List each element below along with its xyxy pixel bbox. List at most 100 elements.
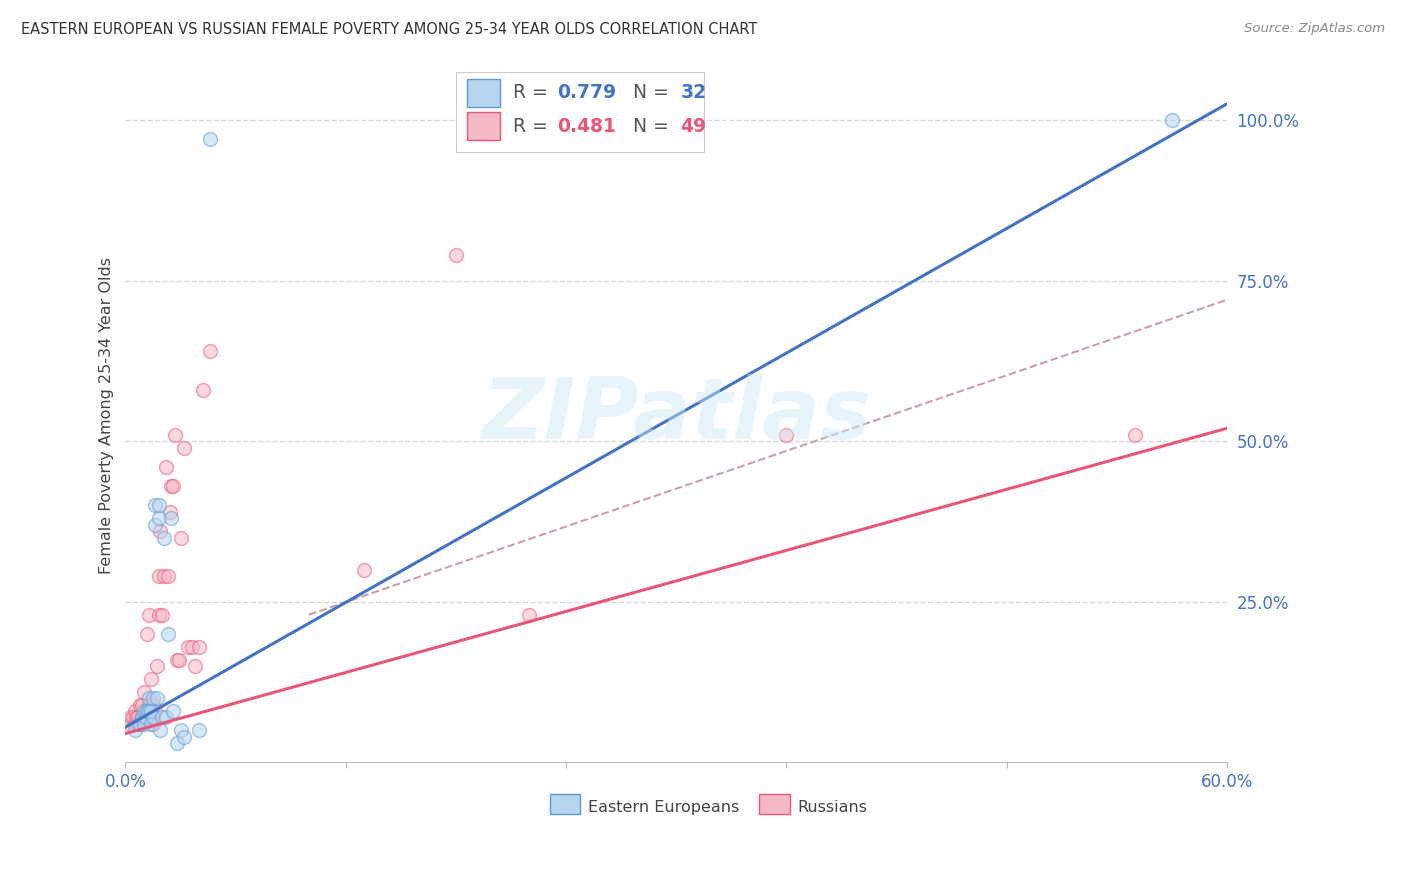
Point [136, 704, 159, 718]
Text: 32: 32 [681, 83, 707, 103]
Point [132, 717, 155, 731]
Point [135, 704, 157, 718]
Point [153, 569, 176, 583]
Text: Russians: Russians [797, 800, 868, 815]
Point [156, 627, 179, 641]
Point [353, 563, 375, 577]
Point [148, 499, 170, 513]
Point [138, 698, 160, 712]
Point [169, 723, 191, 738]
Point [167, 652, 190, 666]
Point [169, 531, 191, 545]
Point [132, 704, 155, 718]
Point [156, 569, 179, 583]
Text: R =: R = [513, 117, 554, 136]
FancyBboxPatch shape [550, 794, 581, 814]
FancyBboxPatch shape [759, 794, 790, 814]
Text: 0.481: 0.481 [557, 117, 616, 136]
Point [166, 736, 188, 750]
Point [198, 344, 221, 359]
Point [149, 723, 172, 738]
Point [131, 710, 153, 724]
Point [153, 531, 176, 545]
Text: Source: ZipAtlas.com: Source: ZipAtlas.com [1244, 22, 1385, 36]
Point [163, 427, 186, 442]
Point [127, 717, 149, 731]
Point [121, 710, 143, 724]
Point [142, 717, 165, 731]
Point [142, 698, 165, 712]
Point [132, 710, 155, 724]
Point [148, 511, 170, 525]
Point [191, 383, 214, 397]
Y-axis label: Female Poverty Among 25-34 Year Olds: Female Poverty Among 25-34 Year Olds [100, 257, 114, 574]
Point [136, 627, 159, 641]
Point [155, 710, 177, 724]
Point [136, 710, 159, 724]
Point [129, 717, 152, 731]
FancyBboxPatch shape [467, 78, 501, 107]
Point [173, 441, 195, 455]
Point [180, 640, 202, 654]
FancyBboxPatch shape [467, 112, 501, 140]
Point [141, 717, 163, 731]
Point [173, 730, 195, 744]
Point [135, 710, 157, 724]
Point [143, 704, 166, 718]
Point [150, 607, 173, 622]
Text: Eastern Europeans: Eastern Europeans [588, 800, 740, 815]
Point [162, 479, 184, 493]
Point [132, 684, 155, 698]
Point [143, 499, 166, 513]
Point [120, 710, 142, 724]
Text: 49: 49 [681, 117, 707, 136]
Point [141, 672, 163, 686]
Point [1160, 112, 1182, 127]
Point [142, 691, 165, 706]
Point [118, 717, 141, 731]
Point [138, 607, 160, 622]
Point [444, 248, 467, 262]
Point [198, 132, 221, 146]
Point [129, 717, 152, 731]
Point [775, 427, 797, 442]
Point [159, 505, 181, 519]
Point [125, 710, 148, 724]
Text: EASTERN EUROPEAN VS RUSSIAN FEMALE POVERTY AMONG 25-34 YEAR OLDS CORRELATION CHA: EASTERN EUROPEAN VS RUSSIAN FEMALE POVER… [21, 22, 758, 37]
Point [145, 691, 167, 706]
Point [517, 607, 540, 622]
Text: 0.779: 0.779 [557, 83, 616, 103]
Point [148, 569, 170, 583]
Point [129, 698, 152, 712]
Point [150, 710, 173, 724]
Point [124, 704, 146, 718]
Point [142, 710, 165, 724]
Point [187, 640, 209, 654]
Point [141, 704, 163, 718]
Point [160, 511, 183, 525]
Text: R =: R = [513, 83, 554, 103]
Text: N =: N = [614, 117, 675, 136]
Point [131, 698, 153, 712]
Point [124, 723, 146, 738]
Point [127, 710, 149, 724]
Point [143, 517, 166, 532]
Text: ZIPatlas: ZIPatlas [481, 374, 872, 457]
Point [160, 479, 183, 493]
Point [145, 659, 167, 673]
Point [138, 704, 160, 718]
Point [124, 717, 146, 731]
Point [187, 723, 209, 738]
Point [148, 607, 170, 622]
Point [131, 710, 153, 724]
Point [138, 691, 160, 706]
Point [162, 704, 184, 718]
Point [184, 659, 207, 673]
Point [177, 640, 200, 654]
FancyBboxPatch shape [456, 72, 704, 152]
Point [155, 459, 177, 474]
Text: N =: N = [614, 83, 675, 103]
Point [166, 652, 188, 666]
Point [149, 524, 172, 538]
Point [1123, 427, 1146, 442]
